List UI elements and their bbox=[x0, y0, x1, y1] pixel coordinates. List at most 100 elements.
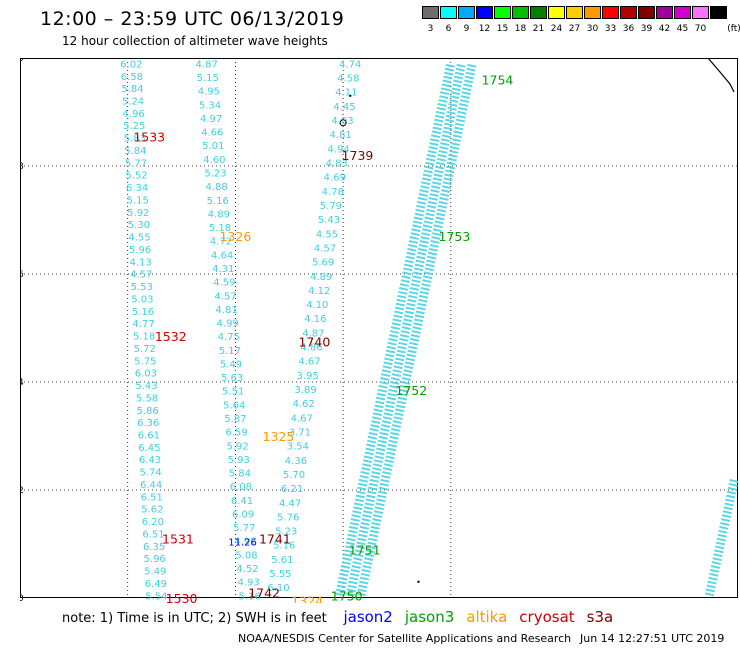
swh-value: 4.45 bbox=[333, 102, 355, 113]
lat-tick-label: 12 bbox=[20, 486, 24, 496]
swh-value: 4.62 bbox=[293, 399, 315, 410]
swh-value: 4.81 bbox=[215, 305, 237, 316]
island-marker bbox=[349, 94, 352, 97]
swh-value: 6.36 bbox=[137, 418, 159, 429]
swh-value: 4.58 bbox=[337, 74, 359, 85]
swh-value: 4.75 bbox=[218, 332, 240, 343]
swh-value: 6.08 bbox=[230, 482, 252, 493]
swh-value: 4.86 bbox=[300, 343, 322, 354]
swh-value: 4.11 bbox=[335, 88, 357, 99]
swh-value: 6.58 bbox=[121, 72, 143, 83]
swh-value: 4.89 bbox=[310, 272, 332, 283]
swh-value: 4.77 bbox=[132, 319, 154, 330]
legend-label: 15 bbox=[496, 24, 509, 34]
swh-value: 4.74 bbox=[339, 59, 361, 70]
swh-value: 4.66 bbox=[201, 128, 223, 139]
swh-value: 4.16 bbox=[304, 314, 326, 325]
pass-label: 1742 bbox=[248, 586, 280, 601]
swh-value: 4.55 bbox=[128, 233, 150, 244]
swh-value-highlight: 11.26 bbox=[228, 537, 257, 548]
swh-value: 5.03 bbox=[131, 294, 153, 305]
swh-value: 6.34 bbox=[126, 183, 148, 194]
swh-value: 4.96 bbox=[122, 109, 144, 120]
swh-value: 6.35 bbox=[143, 542, 165, 553]
satellite-key-cryosat: cryosat bbox=[519, 608, 575, 626]
swh-value: 4.60 bbox=[203, 155, 225, 166]
legend-swatch bbox=[710, 6, 727, 19]
swath-band bbox=[335, 62, 456, 597]
pass-label: 1751 bbox=[349, 542, 381, 557]
island-marker bbox=[417, 580, 420, 583]
swh-value: 4.89 bbox=[208, 209, 230, 220]
legend-swatch bbox=[638, 6, 655, 19]
swh-value: 4.57 bbox=[314, 243, 336, 254]
swh-value: 6.41 bbox=[231, 496, 253, 507]
swh-value: 5.92 bbox=[226, 441, 248, 452]
swh-value: 5.75 bbox=[134, 356, 156, 367]
swh-value: 5.55 bbox=[269, 569, 291, 580]
swh-value: 5.18 bbox=[209, 223, 231, 234]
swh-value: 4.57 bbox=[130, 270, 152, 281]
swh-value: 4.03 bbox=[331, 116, 353, 127]
pass-label: 1530 bbox=[166, 591, 198, 603]
swh-value: 5.25 bbox=[123, 121, 145, 132]
legend-unit: (ft) bbox=[727, 24, 740, 34]
legend-swatch bbox=[620, 6, 637, 19]
coastline bbox=[707, 58, 735, 93]
swh-value: 5.23 bbox=[275, 527, 297, 538]
pass-label: 1324 bbox=[291, 594, 323, 603]
swh-value: 4.87 bbox=[302, 328, 324, 339]
legend-label: 24 bbox=[550, 24, 563, 34]
swh-value: 5.96 bbox=[129, 245, 151, 256]
swh-value: 4.94 bbox=[328, 144, 350, 155]
wave-height-map: −120−117−114−111−108−102018161412106.026… bbox=[20, 58, 738, 603]
legend-label: 70 bbox=[694, 24, 707, 34]
swh-value: 4.31 bbox=[212, 264, 234, 275]
swh-value: 5.74 bbox=[139, 468, 161, 479]
pass-label: 1754 bbox=[482, 73, 514, 88]
swh-value: 5.83 bbox=[124, 134, 146, 145]
legend-label: 30 bbox=[586, 24, 599, 34]
lat-tick-label: 14 bbox=[20, 378, 24, 388]
satellite-key: jason2 jason3 altika cryosat s3a bbox=[331, 608, 613, 626]
swh-value: 6.09 bbox=[232, 509, 254, 520]
pass-label: 1739 bbox=[342, 148, 374, 163]
pass-label: 1531 bbox=[162, 532, 194, 547]
legend-label: 39 bbox=[640, 24, 653, 34]
island-marker bbox=[339, 119, 347, 127]
swh-value: 3.89 bbox=[295, 385, 317, 396]
swh-value: 3.54 bbox=[287, 442, 309, 453]
legend-swatch bbox=[566, 6, 583, 19]
swh-value: 4.52 bbox=[236, 564, 258, 575]
swh-value: 6.10 bbox=[267, 583, 289, 594]
swh-value: 4.67 bbox=[298, 357, 320, 368]
swh-value: 5.23 bbox=[204, 169, 226, 180]
swh-value: 5.49 bbox=[144, 567, 166, 578]
swh-value: 5.51 bbox=[222, 387, 244, 398]
swh-value: 5.16 bbox=[273, 541, 295, 552]
swh-value: 5.64 bbox=[223, 400, 245, 411]
pass-label: 1326 bbox=[219, 229, 251, 244]
swh-value: 5.08 bbox=[235, 550, 257, 561]
pass-label: 1740 bbox=[298, 335, 330, 350]
swh-value: 5.84 bbox=[121, 84, 143, 95]
swh-value: 5.43 bbox=[318, 215, 340, 226]
legend-swatch bbox=[584, 6, 601, 19]
swh-value: 5.76 bbox=[277, 512, 299, 523]
legend-label: 27 bbox=[568, 24, 581, 34]
map-subtitle: 12 hour collection of altimeter wave hei… bbox=[62, 34, 328, 48]
pass-label: 1741 bbox=[259, 532, 291, 547]
swh-value: 5.53 bbox=[131, 282, 153, 293]
legend-swatch bbox=[602, 6, 619, 19]
swh-value: 6.43 bbox=[139, 455, 161, 466]
satellite-key-altika: altika bbox=[466, 608, 508, 626]
swh-value: 4.83 bbox=[326, 158, 348, 169]
generation-timestamp: Jun 14 12:27:51 UTC 2019 bbox=[580, 632, 725, 645]
swh-value: 6.21 bbox=[281, 484, 303, 495]
legend-label: 36 bbox=[622, 24, 635, 34]
swh-value: 4.81 bbox=[329, 130, 351, 141]
lat-tick-label: 18 bbox=[20, 162, 24, 172]
swh-value: 5.61 bbox=[271, 555, 293, 566]
swh-value: 5.52 bbox=[125, 171, 147, 182]
swh-value: 5.15 bbox=[127, 195, 149, 206]
